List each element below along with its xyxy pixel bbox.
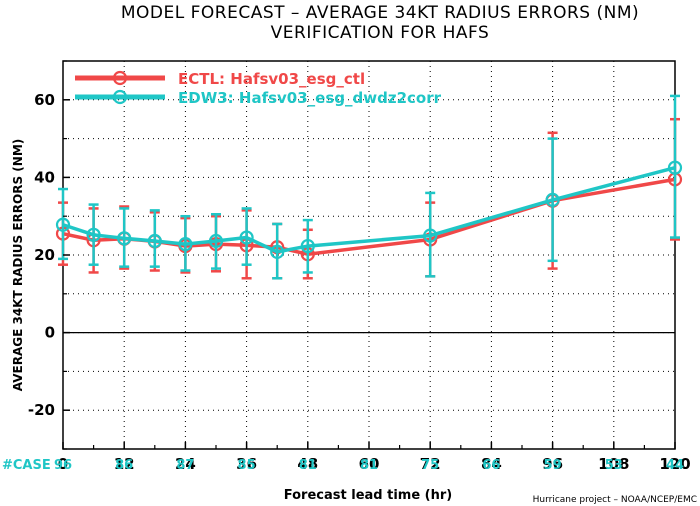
data-point xyxy=(86,227,101,242)
data-point xyxy=(178,237,193,252)
x-tick-label: 24 xyxy=(175,455,196,473)
case-count: 81 xyxy=(360,458,378,473)
x-tick-label: 120 xyxy=(659,455,690,473)
case-count: 96 xyxy=(54,458,72,473)
x-axis-label: Forecast lead time (hr) xyxy=(284,488,452,503)
y-tick-label: 40 xyxy=(34,168,55,186)
case-count: 44 xyxy=(666,458,684,473)
legend-swatch-marker xyxy=(112,70,128,86)
y-tick-label: 20 xyxy=(34,246,55,264)
x-tick-label: 96 xyxy=(542,455,563,473)
y-axis-ticks: -20 0 20 40 60 xyxy=(28,60,70,450)
data-point xyxy=(239,230,254,245)
chart-title-line-1: MODEL FORECAST – AVERAGE 34KT RADIUS ERR… xyxy=(121,3,639,23)
case-count: 81 xyxy=(299,458,317,473)
series-1 xyxy=(55,117,683,280)
credit-text: Hurricane project – NOAA/NCEP/EMC xyxy=(533,495,697,505)
case-count: 85 xyxy=(238,458,256,473)
x-tick-label: 72 xyxy=(420,455,441,473)
x-tick-label: 60 xyxy=(359,455,380,473)
data-point xyxy=(545,192,560,208)
x-axis-ticks: 0 12 24 36 48 60 72 84 96 108 120 xyxy=(58,442,691,473)
x-tick-label: 108 xyxy=(598,455,629,473)
legend-swatch-marker xyxy=(112,89,128,105)
x-tick-label: 84 xyxy=(481,455,502,473)
case-count: 86 xyxy=(115,458,133,473)
data-point xyxy=(208,233,224,249)
y-tick-label: 60 xyxy=(34,91,55,109)
x-tick-label: 36 xyxy=(236,455,257,473)
x-tick-label: 48 xyxy=(297,455,318,473)
case-count: 66 xyxy=(482,458,500,473)
y-tick-label: 0 xyxy=(45,324,55,342)
series-layer xyxy=(55,94,683,280)
case-count: 75 xyxy=(421,458,439,473)
case-row-label: #CASE xyxy=(2,458,51,473)
case-count: 53 xyxy=(605,458,623,473)
x-tick-label: 0 xyxy=(58,455,68,473)
series-2 xyxy=(55,94,683,280)
y-tick-label: -20 xyxy=(28,401,55,419)
y-axis-label: AVERAGE 34KT RADIUS ERRORS (NM) xyxy=(11,139,25,391)
data-point xyxy=(667,160,683,175)
data-point xyxy=(423,228,438,243)
data-point xyxy=(300,238,315,254)
legend-label: ECTL: Hafsv03_esg_ctl xyxy=(178,70,365,88)
data-point xyxy=(117,231,132,246)
data-point xyxy=(147,233,162,249)
case-count: 87 xyxy=(176,458,194,473)
data-point xyxy=(55,217,71,232)
case-count: 59 xyxy=(544,458,562,473)
case-counts-row: 96 86 87 85 81 81 75 66 59 53 44 xyxy=(54,458,684,473)
chart-title-line-2: VERIFICATION FOR HAFS xyxy=(271,23,490,43)
legend-label: EDW3: Hafsv03_esg_dwdz2corr xyxy=(178,89,442,107)
x-tick-label: 12 xyxy=(114,455,135,473)
data-point xyxy=(270,244,285,259)
